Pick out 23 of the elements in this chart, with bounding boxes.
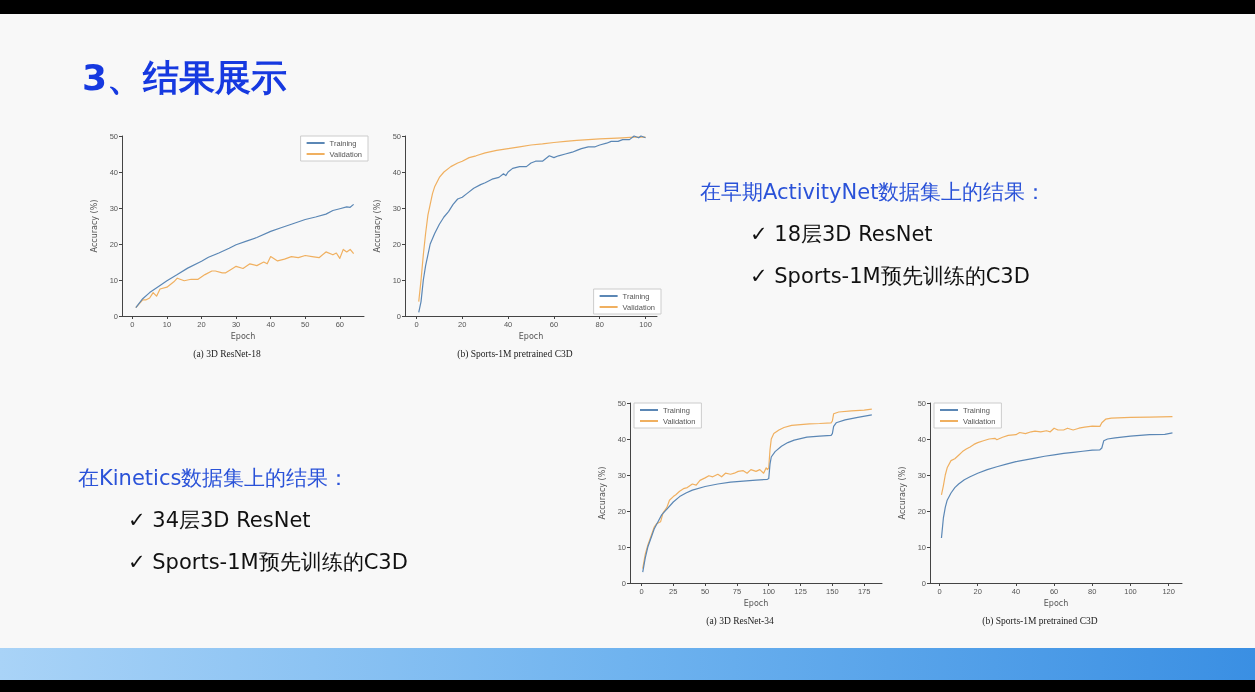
text: ✓ Sports-1M预先训练的C3D — [749, 263, 1031, 290]
text: ✓ 34层3D ResNet — [127, 507, 312, 534]
y-axis-title: Accuracy (%) — [90, 199, 100, 253]
text: ✓ 18层3D ResNet — [749, 221, 934, 248]
text: 在早期ActivityNet数据集上的结果： — [700, 179, 1048, 206]
line-series — [135, 203, 355, 309]
y-axis-title: Accuracy (%) — [598, 466, 608, 520]
text: 3、结果展示 — [82, 56, 289, 100]
line-series — [135, 248, 355, 309]
text: (a) 3D ResNet-18 — [193, 349, 262, 360]
line-series — [940, 416, 1174, 496]
line-series — [940, 432, 1174, 539]
x-axis-title: Epoch — [518, 332, 544, 342]
text: 在Kinetics数据集上的结果： — [78, 465, 351, 492]
x-axis-title: Epoch — [230, 332, 256, 342]
text: (a) 3D ResNet-34 — [706, 616, 775, 627]
x-axis-title: Epoch — [1043, 599, 1069, 609]
text: (b) Sports-1M pretrained C3D — [982, 616, 1098, 627]
text: ✓ Sports-1M预先训练的C3D — [127, 549, 409, 576]
x-axis-title: Epoch — [743, 599, 769, 609]
y-axis-title: Accuracy (%) — [898, 466, 908, 520]
y-axis-title: Accuracy (%) — [373, 199, 383, 253]
text: (b) Sports-1M pretrained C3D — [457, 349, 573, 360]
